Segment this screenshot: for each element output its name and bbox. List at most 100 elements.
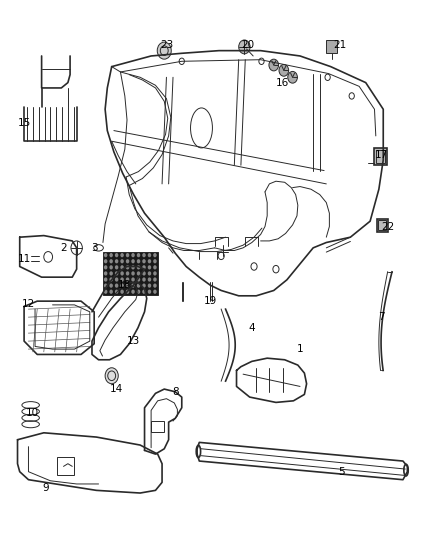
- Circle shape: [126, 271, 129, 276]
- Circle shape: [137, 289, 140, 294]
- Bar: [103, 252, 158, 295]
- Text: 21: 21: [333, 41, 346, 50]
- FancyBboxPatch shape: [374, 148, 387, 165]
- Circle shape: [131, 253, 135, 257]
- Text: 2: 2: [60, 243, 67, 253]
- Circle shape: [115, 253, 118, 257]
- Circle shape: [269, 59, 279, 71]
- Circle shape: [120, 259, 124, 263]
- Circle shape: [115, 277, 118, 281]
- Circle shape: [105, 368, 118, 384]
- Circle shape: [157, 42, 171, 59]
- Circle shape: [120, 289, 124, 294]
- Circle shape: [142, 284, 146, 288]
- Circle shape: [115, 259, 118, 263]
- Text: 16: 16: [276, 78, 289, 87]
- Bar: [57, 457, 74, 475]
- Circle shape: [115, 284, 118, 288]
- Circle shape: [126, 289, 129, 294]
- Circle shape: [148, 271, 151, 276]
- Circle shape: [148, 284, 151, 288]
- Circle shape: [153, 253, 157, 257]
- Text: 11: 11: [18, 254, 31, 263]
- Circle shape: [288, 71, 297, 83]
- Circle shape: [142, 259, 146, 263]
- Text: 1: 1: [297, 344, 304, 354]
- Bar: [151, 421, 164, 432]
- FancyBboxPatch shape: [377, 219, 388, 232]
- Text: 10: 10: [26, 408, 39, 418]
- Circle shape: [126, 284, 129, 288]
- Circle shape: [148, 253, 151, 257]
- Circle shape: [137, 265, 140, 270]
- Circle shape: [120, 277, 124, 281]
- Text: 7: 7: [378, 312, 385, 322]
- Text: 20: 20: [241, 41, 254, 50]
- Circle shape: [153, 265, 157, 270]
- Circle shape: [104, 259, 107, 263]
- Circle shape: [104, 253, 107, 257]
- Circle shape: [110, 289, 113, 294]
- Circle shape: [142, 271, 146, 276]
- Text: 9: 9: [42, 483, 49, 492]
- Circle shape: [131, 265, 135, 270]
- Circle shape: [142, 277, 146, 281]
- Circle shape: [104, 265, 107, 270]
- Text: 8: 8: [172, 387, 179, 397]
- Text: 14: 14: [110, 384, 123, 394]
- Bar: [378, 220, 386, 230]
- Circle shape: [142, 265, 146, 270]
- Circle shape: [279, 64, 289, 76]
- Circle shape: [148, 265, 151, 270]
- Circle shape: [126, 277, 129, 281]
- Circle shape: [153, 271, 157, 276]
- Circle shape: [148, 259, 151, 263]
- Circle shape: [239, 40, 250, 54]
- Circle shape: [153, 284, 157, 288]
- Circle shape: [110, 284, 113, 288]
- Circle shape: [153, 289, 157, 294]
- Circle shape: [120, 253, 124, 257]
- Text: 4: 4: [248, 323, 255, 333]
- Text: 22: 22: [381, 222, 394, 231]
- Circle shape: [131, 271, 135, 276]
- Circle shape: [137, 259, 140, 263]
- Circle shape: [120, 271, 124, 276]
- Text: 5: 5: [338, 467, 345, 477]
- Circle shape: [104, 289, 107, 294]
- FancyBboxPatch shape: [326, 40, 337, 53]
- Circle shape: [110, 277, 113, 281]
- Circle shape: [104, 277, 107, 281]
- Circle shape: [137, 271, 140, 276]
- Circle shape: [115, 271, 118, 276]
- Circle shape: [142, 253, 146, 257]
- Text: 15: 15: [18, 118, 31, 127]
- Text: 19: 19: [204, 296, 217, 306]
- Text: 17: 17: [374, 150, 388, 159]
- Circle shape: [110, 271, 113, 276]
- Circle shape: [148, 277, 151, 281]
- Circle shape: [110, 253, 113, 257]
- Text: 13: 13: [127, 336, 140, 346]
- Circle shape: [153, 259, 157, 263]
- Text: 12: 12: [22, 299, 35, 309]
- Text: 23: 23: [160, 41, 173, 50]
- Circle shape: [131, 289, 135, 294]
- Circle shape: [126, 265, 129, 270]
- Circle shape: [104, 271, 107, 276]
- Circle shape: [126, 259, 129, 263]
- Circle shape: [153, 277, 157, 281]
- Bar: [376, 150, 385, 163]
- Circle shape: [115, 289, 118, 294]
- Circle shape: [126, 253, 129, 257]
- Circle shape: [110, 259, 113, 263]
- Circle shape: [131, 277, 135, 281]
- Circle shape: [131, 259, 135, 263]
- Circle shape: [120, 284, 124, 288]
- Text: 18: 18: [118, 280, 131, 290]
- Circle shape: [142, 289, 146, 294]
- Circle shape: [137, 277, 140, 281]
- Text: 3: 3: [91, 243, 98, 253]
- Circle shape: [120, 265, 124, 270]
- Circle shape: [104, 284, 107, 288]
